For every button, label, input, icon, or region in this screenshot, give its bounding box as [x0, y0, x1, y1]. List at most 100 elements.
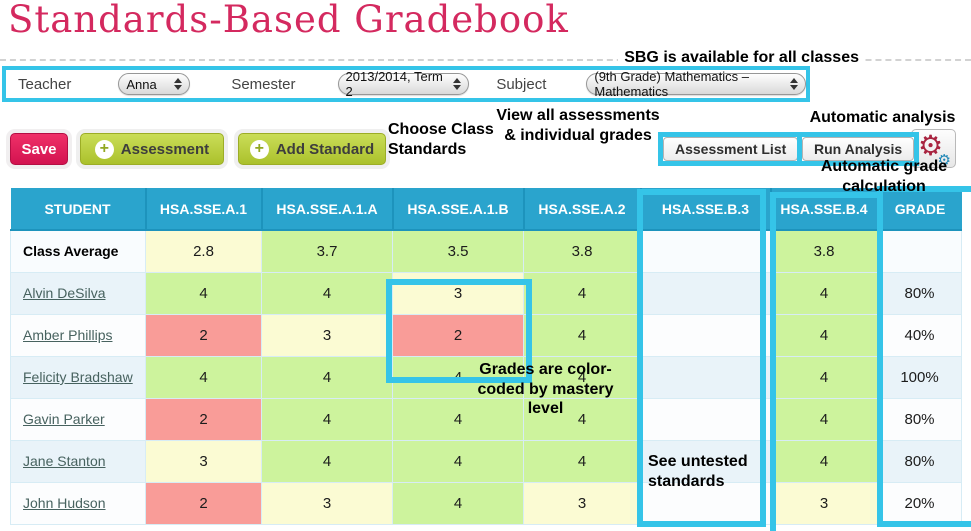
- grade-cell: 100%: [877, 355, 962, 399]
- column-header-hsa-sse-a-2: HSA.SSE.A.2: [523, 188, 642, 231]
- student-link[interactable]: Felicity Bradshaw: [23, 369, 133, 385]
- plus-icon: +: [94, 139, 114, 159]
- class-average-row: Class Average 2.8 3.7 3.5 3.8 3.8: [10, 229, 962, 273]
- add-assessment-label: Assessment: [120, 140, 210, 158]
- semester-label: Semester: [231, 75, 296, 93]
- assessment-list-button[interactable]: Assessment List: [663, 137, 799, 161]
- save-button[interactable]: Save: [10, 133, 68, 165]
- run-analysis-button[interactable]: Run Analysis: [802, 137, 915, 161]
- gear-icon-small: ⚙: [937, 151, 951, 169]
- student-row: Jane Stanton 3 4 4 4 4 80%: [10, 439, 962, 483]
- chevron-updown-icon: [174, 78, 183, 90]
- student-row: Amber Phillips 2 3 2 4 4 40%: [10, 313, 962, 357]
- score-cell[interactable]: 4: [523, 355, 641, 399]
- teacher-label: Teacher: [18, 75, 72, 93]
- semester-select[interactable]: 2013/2014, Term 2: [337, 69, 470, 99]
- score-cell[interactable]: 4: [770, 271, 878, 315]
- student-link[interactable]: Jane Stanton: [23, 453, 106, 469]
- score-cell[interactable]: 3: [261, 481, 393, 525]
- score-cell[interactable]: 4: [392, 481, 524, 525]
- column-header-hsa-sse-a-1: HSA.SSE.A.1: [145, 188, 263, 231]
- score-cell: 3.7: [261, 229, 393, 273]
- score-cell[interactable]: 4: [261, 355, 393, 399]
- student-name-cell: Alvin DeSilva: [10, 271, 146, 315]
- assessment-list-highlight: Assessment List: [658, 132, 804, 166]
- grade-cell: 80%: [877, 271, 962, 315]
- grade-cell: 80%: [877, 439, 962, 483]
- column-header-hsa-sse-b-3: HSA.SSE.B.3: [640, 188, 772, 231]
- sbg-availability-note: SBG is available for all classes: [618, 49, 865, 67]
- chevron-updown-icon: [790, 78, 798, 90]
- score-cell[interactable]: 4: [392, 397, 524, 441]
- score-cell[interactable]: 2: [392, 313, 524, 357]
- untested-standards-note: See untested standards: [648, 453, 748, 490]
- grade-cell: 40%: [877, 313, 962, 357]
- divider: [0, 59, 971, 61]
- gradebook-table: STUDENT HSA.SSE.A.1 HSA.SSE.A.1.A HSA.SSE.A…: [10, 188, 962, 525]
- score-cell[interactable]: 3: [261, 313, 393, 357]
- student-link[interactable]: Gavin Parker: [23, 411, 105, 427]
- column-header-hsa-sse-a-1-a: HSA.SSE.A.1.A: [261, 188, 394, 231]
- score-cell[interactable]: 2: [145, 313, 262, 357]
- score-cell: [640, 229, 771, 273]
- subject-label: Subject: [496, 75, 547, 93]
- column-header-student: STUDENT: [10, 188, 147, 231]
- add-standard-label: Add Standard: [275, 140, 375, 158]
- score-cell[interactable]: 4: [523, 271, 641, 315]
- chevron-updown-icon: [453, 78, 462, 90]
- score-cell[interactable]: [640, 271, 771, 315]
- score-cell[interactable]: 3: [770, 481, 878, 525]
- student-row: John Hudson 2 3 4 3 3 20%: [10, 481, 962, 525]
- score-cell[interactable]: 4: [145, 355, 262, 399]
- score-cell[interactable]: 4: [145, 271, 262, 315]
- student-name-cell: Class Average: [10, 229, 146, 273]
- color-coded-note: Grades are color-coded by mastery level: [477, 361, 614, 418]
- score-cell: 2.8: [145, 229, 262, 273]
- score-cell[interactable]: [640, 397, 771, 441]
- score-cell: 3.8: [523, 229, 641, 273]
- automatic-grade-note: Automatic grade calculation: [820, 158, 948, 195]
- score-cell[interactable]: 3: [523, 481, 641, 525]
- subject-selected-value: (9th Grade) Mathematics – Mathematics: [594, 69, 749, 99]
- score-cell[interactable]: 4: [523, 439, 641, 483]
- score-cell[interactable]: 4: [392, 439, 524, 483]
- page-title: Standards-Based Gradebook: [8, 0, 569, 41]
- score-cell[interactable]: 4: [261, 439, 393, 483]
- score-cell[interactable]: 4: [261, 397, 393, 441]
- teacher-selected-value: Anna: [126, 76, 157, 92]
- score-cell[interactable]: 4: [770, 313, 878, 357]
- score-cell: 3.5: [392, 229, 524, 273]
- student-row: Alvin DeSilva 4 4 3 4 4 80%: [10, 271, 962, 315]
- add-standard-button[interactable]: + Add Standard: [238, 133, 386, 165]
- student-row: Gavin Parker 2 4 4 4 4 80%: [10, 397, 962, 441]
- column-header-hsa-sse-a-1-b: HSA.SSE.A.1.B: [392, 188, 525, 231]
- student-link[interactable]: Amber Phillips: [23, 327, 113, 343]
- teacher-select[interactable]: Anna: [118, 73, 191, 95]
- column-header-grade: GRADE: [877, 188, 962, 231]
- score-cell[interactable]: [640, 313, 771, 357]
- score-cell[interactable]: 3: [392, 271, 524, 315]
- semester-selected-value: 2013/2014, Term 2: [345, 69, 443, 99]
- score-cell[interactable]: 4: [523, 313, 641, 357]
- run-analysis-highlight: Run Analysis: [797, 132, 920, 166]
- student-name-cell: John Hudson: [10, 481, 146, 525]
- score-cell[interactable]: 4: [770, 439, 878, 483]
- student-link[interactable]: John Hudson: [23, 495, 106, 511]
- score-cell[interactable]: 3: [145, 439, 262, 483]
- score-cell[interactable]: 4: [770, 355, 878, 399]
- grade-cell: 80%: [877, 397, 962, 441]
- score-cell[interactable]: 2: [145, 481, 262, 525]
- student-name-cell: Jane Stanton: [10, 439, 146, 483]
- subject-select[interactable]: (9th Grade) Mathematics – Mathematics: [586, 69, 806, 99]
- score-cell[interactable]: 4: [523, 397, 641, 441]
- student-name-cell: Amber Phillips: [10, 313, 146, 357]
- score-cell[interactable]: [640, 355, 771, 399]
- score-cell[interactable]: 2: [145, 397, 262, 441]
- gear-icon: ⚙: [918, 129, 944, 162]
- score-cell[interactable]: 4: [770, 397, 878, 441]
- student-name-cell: Gavin Parker: [10, 397, 146, 441]
- student-link[interactable]: Alvin DeSilva: [23, 285, 106, 301]
- score-cell[interactable]: [640, 481, 771, 525]
- score-cell[interactable]: 4: [261, 271, 393, 315]
- add-assessment-button[interactable]: + Assessment: [80, 133, 224, 165]
